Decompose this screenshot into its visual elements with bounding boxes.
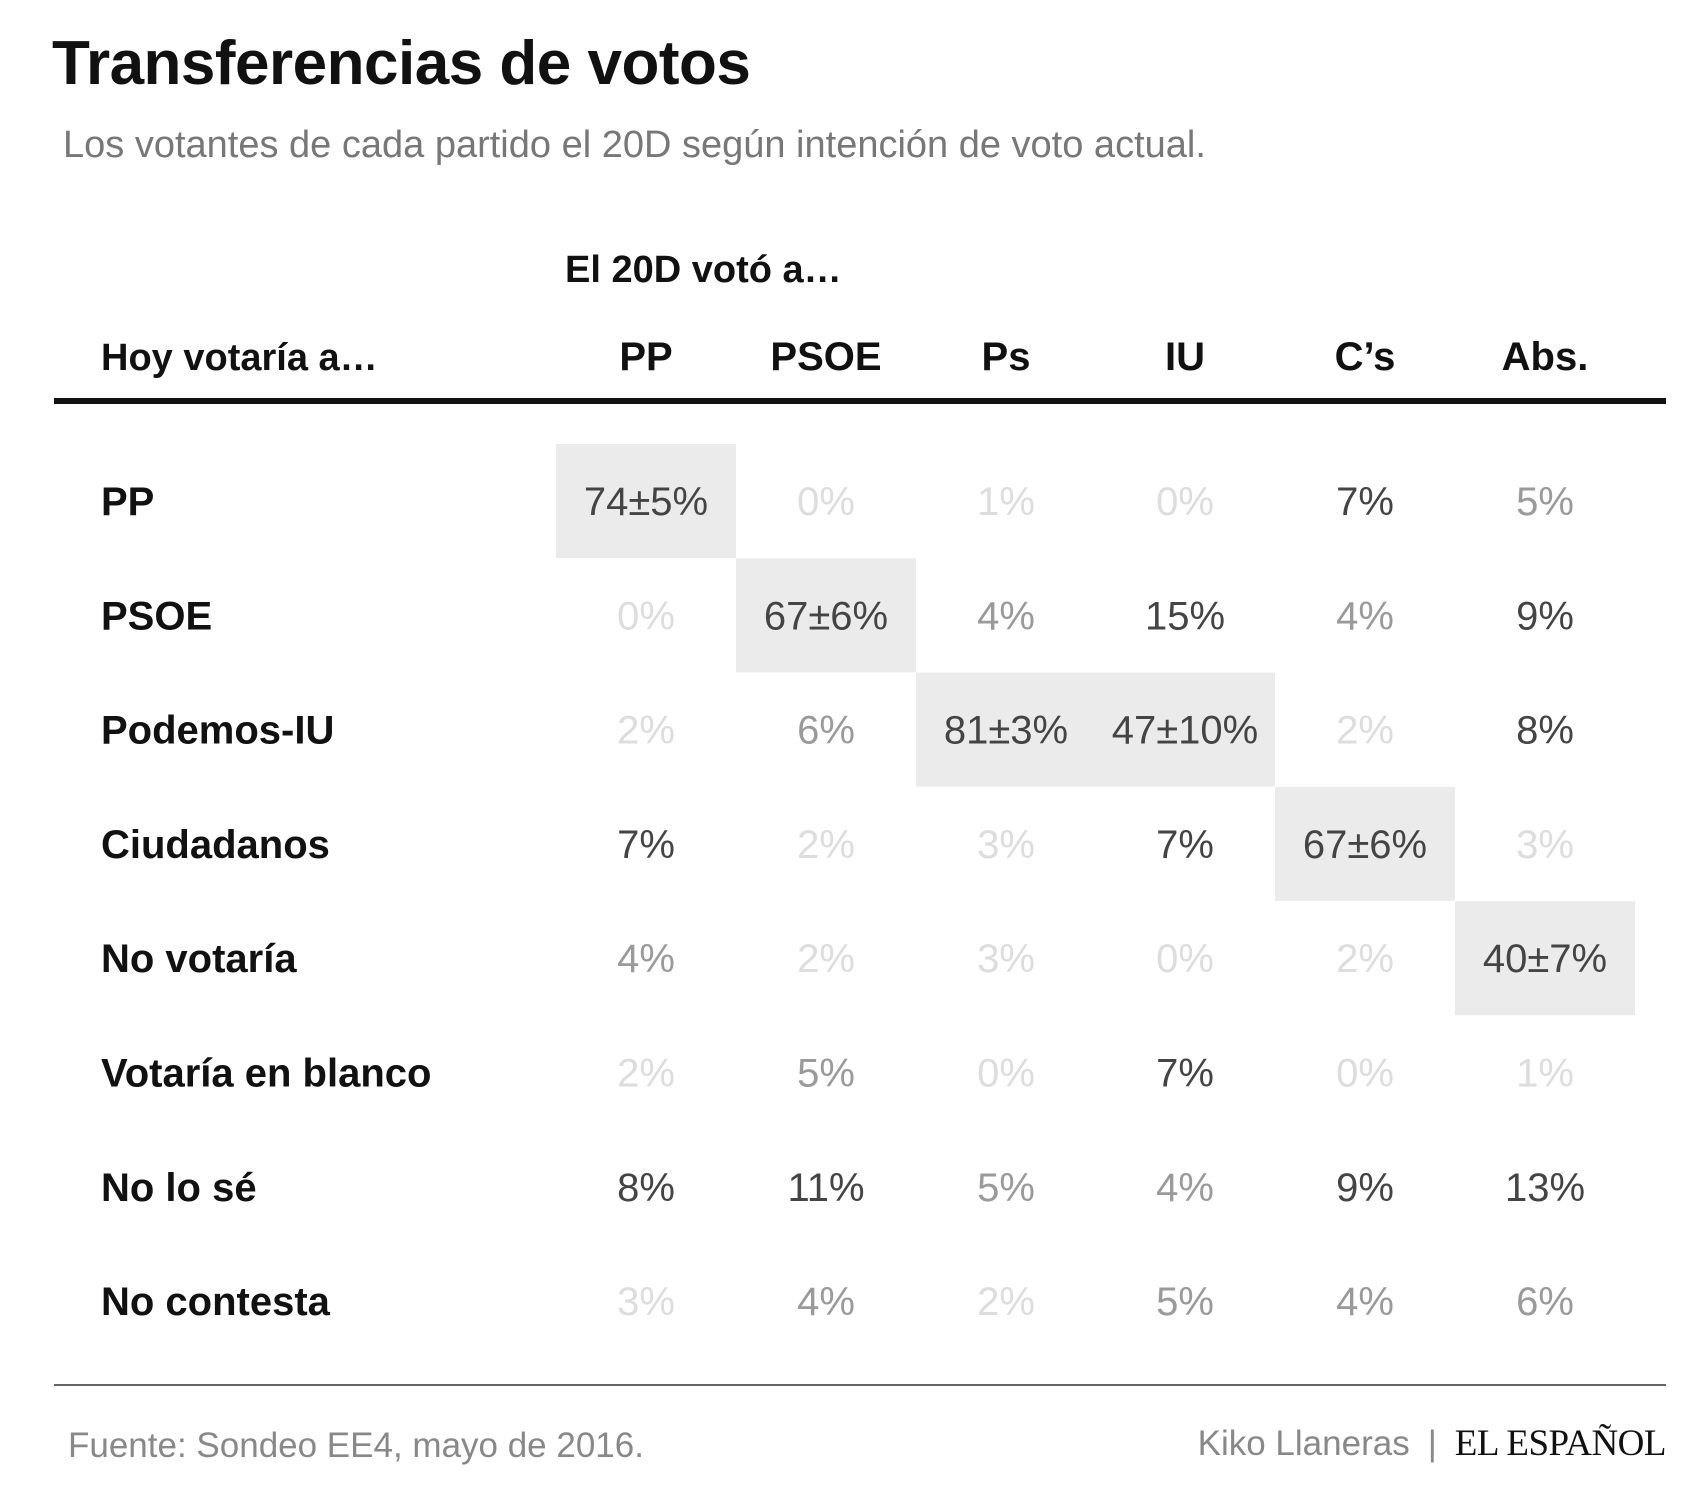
cell-value: 3% (1516, 823, 1574, 867)
cell-value: 6% (797, 709, 855, 753)
credit-separator: | (1427, 1424, 1437, 1463)
highlight-cell-bg (556, 444, 736, 558)
cell-value: 4% (1336, 594, 1394, 638)
cell-value: 8% (1516, 709, 1574, 753)
cell-value: 47±10% (1112, 709, 1259, 753)
cell-value: 4% (1156, 1166, 1214, 1210)
cell-value: 4% (977, 594, 1035, 638)
cell-value: 5% (797, 1052, 855, 1096)
highlight-cell-bg (1095, 672, 1275, 787)
cell-value: 1% (977, 480, 1035, 524)
highlight-cell-bg (1275, 786, 1455, 901)
cell-value: 6% (1516, 1280, 1574, 1324)
cell-value: 3% (617, 1280, 675, 1324)
column-header: C’s (1335, 335, 1396, 379)
row-label: No contesta (101, 1280, 331, 1324)
cell-value: 40±7% (1483, 937, 1607, 981)
highlight-cell-bg (736, 558, 916, 673)
cell-value: 2% (1336, 709, 1394, 753)
highlight-cell-bg (1455, 901, 1635, 1016)
cell-value: 0% (1156, 937, 1214, 981)
cell-value: 0% (977, 1052, 1035, 1096)
chart-subtitle: Los votantes de cada partido el 20D segú… (63, 124, 1206, 166)
credits: Kiko Llaneras | EL ESPAÑOL (1197, 1422, 1667, 1465)
row-label: No lo sé (101, 1166, 257, 1210)
cell-value: 5% (1156, 1280, 1214, 1324)
row-label: Ciudadanos (101, 823, 330, 867)
cell-value: 3% (977, 937, 1035, 981)
cell-value: 4% (1336, 1280, 1394, 1324)
cell-value: 11% (787, 1166, 864, 1210)
cell-value: 15% (1145, 594, 1225, 638)
row-label: No votaría (101, 937, 297, 981)
column-header: Abs. (1502, 335, 1589, 379)
row-label: PSOE (101, 594, 212, 638)
cell-value: 13% (1505, 1166, 1585, 1210)
row-header-label: Hoy votaría a… (101, 337, 378, 379)
cell-value: 2% (797, 823, 855, 867)
cell-value: 9% (1516, 594, 1574, 638)
source-note: Fuente: Sondeo EE4, mayo de 2016. (68, 1426, 644, 1465)
cell-value: 5% (1516, 480, 1574, 524)
highlight-cell-bg (916, 672, 1096, 787)
cell-value: 1% (1516, 1052, 1574, 1096)
cell-value: 0% (1156, 480, 1214, 524)
row-label: Votaría en blanco (101, 1052, 431, 1096)
row-label: Podemos-IU (101, 709, 334, 753)
cell-value: 5% (977, 1166, 1035, 1210)
cell-value: 67±6% (1303, 823, 1427, 867)
cell-value: 2% (1336, 937, 1394, 981)
author-name: Kiko Llaneras (1197, 1424, 1410, 1463)
cell-value: 2% (977, 1280, 1035, 1324)
column-header: IU (1165, 335, 1205, 379)
chart-title: Transferencias de votos (52, 29, 751, 98)
cell-value: 9% (1336, 1166, 1394, 1210)
cell-value: 2% (797, 937, 855, 981)
cell-value: 81±3% (944, 709, 1068, 753)
cell-value: 2% (617, 1052, 675, 1096)
cell-value: 4% (617, 937, 675, 981)
brand-logo: EL ESPAÑOL (1454, 1423, 1667, 1464)
cell-value: 7% (617, 823, 675, 867)
cell-value: 67±6% (764, 594, 888, 638)
cell-value: 4% (797, 1280, 855, 1324)
row-label: PP (101, 480, 154, 524)
cell-value: 7% (1156, 1052, 1214, 1096)
cell-value: 0% (1336, 1052, 1394, 1096)
column-group-label: El 20D votó a… (565, 249, 842, 291)
cell-value: 74±5% (584, 480, 708, 524)
column-header: Ps (982, 335, 1031, 379)
column-header: PSOE (770, 335, 881, 379)
cell-value: 0% (617, 594, 675, 638)
cell-value: 2% (617, 709, 675, 753)
cell-value: 7% (1156, 823, 1214, 867)
cell-value: 7% (1336, 480, 1394, 524)
cell-value: 8% (617, 1166, 675, 1210)
column-header: PP (619, 335, 672, 379)
cell-value: 3% (977, 823, 1035, 867)
cell-value: 0% (797, 480, 855, 524)
